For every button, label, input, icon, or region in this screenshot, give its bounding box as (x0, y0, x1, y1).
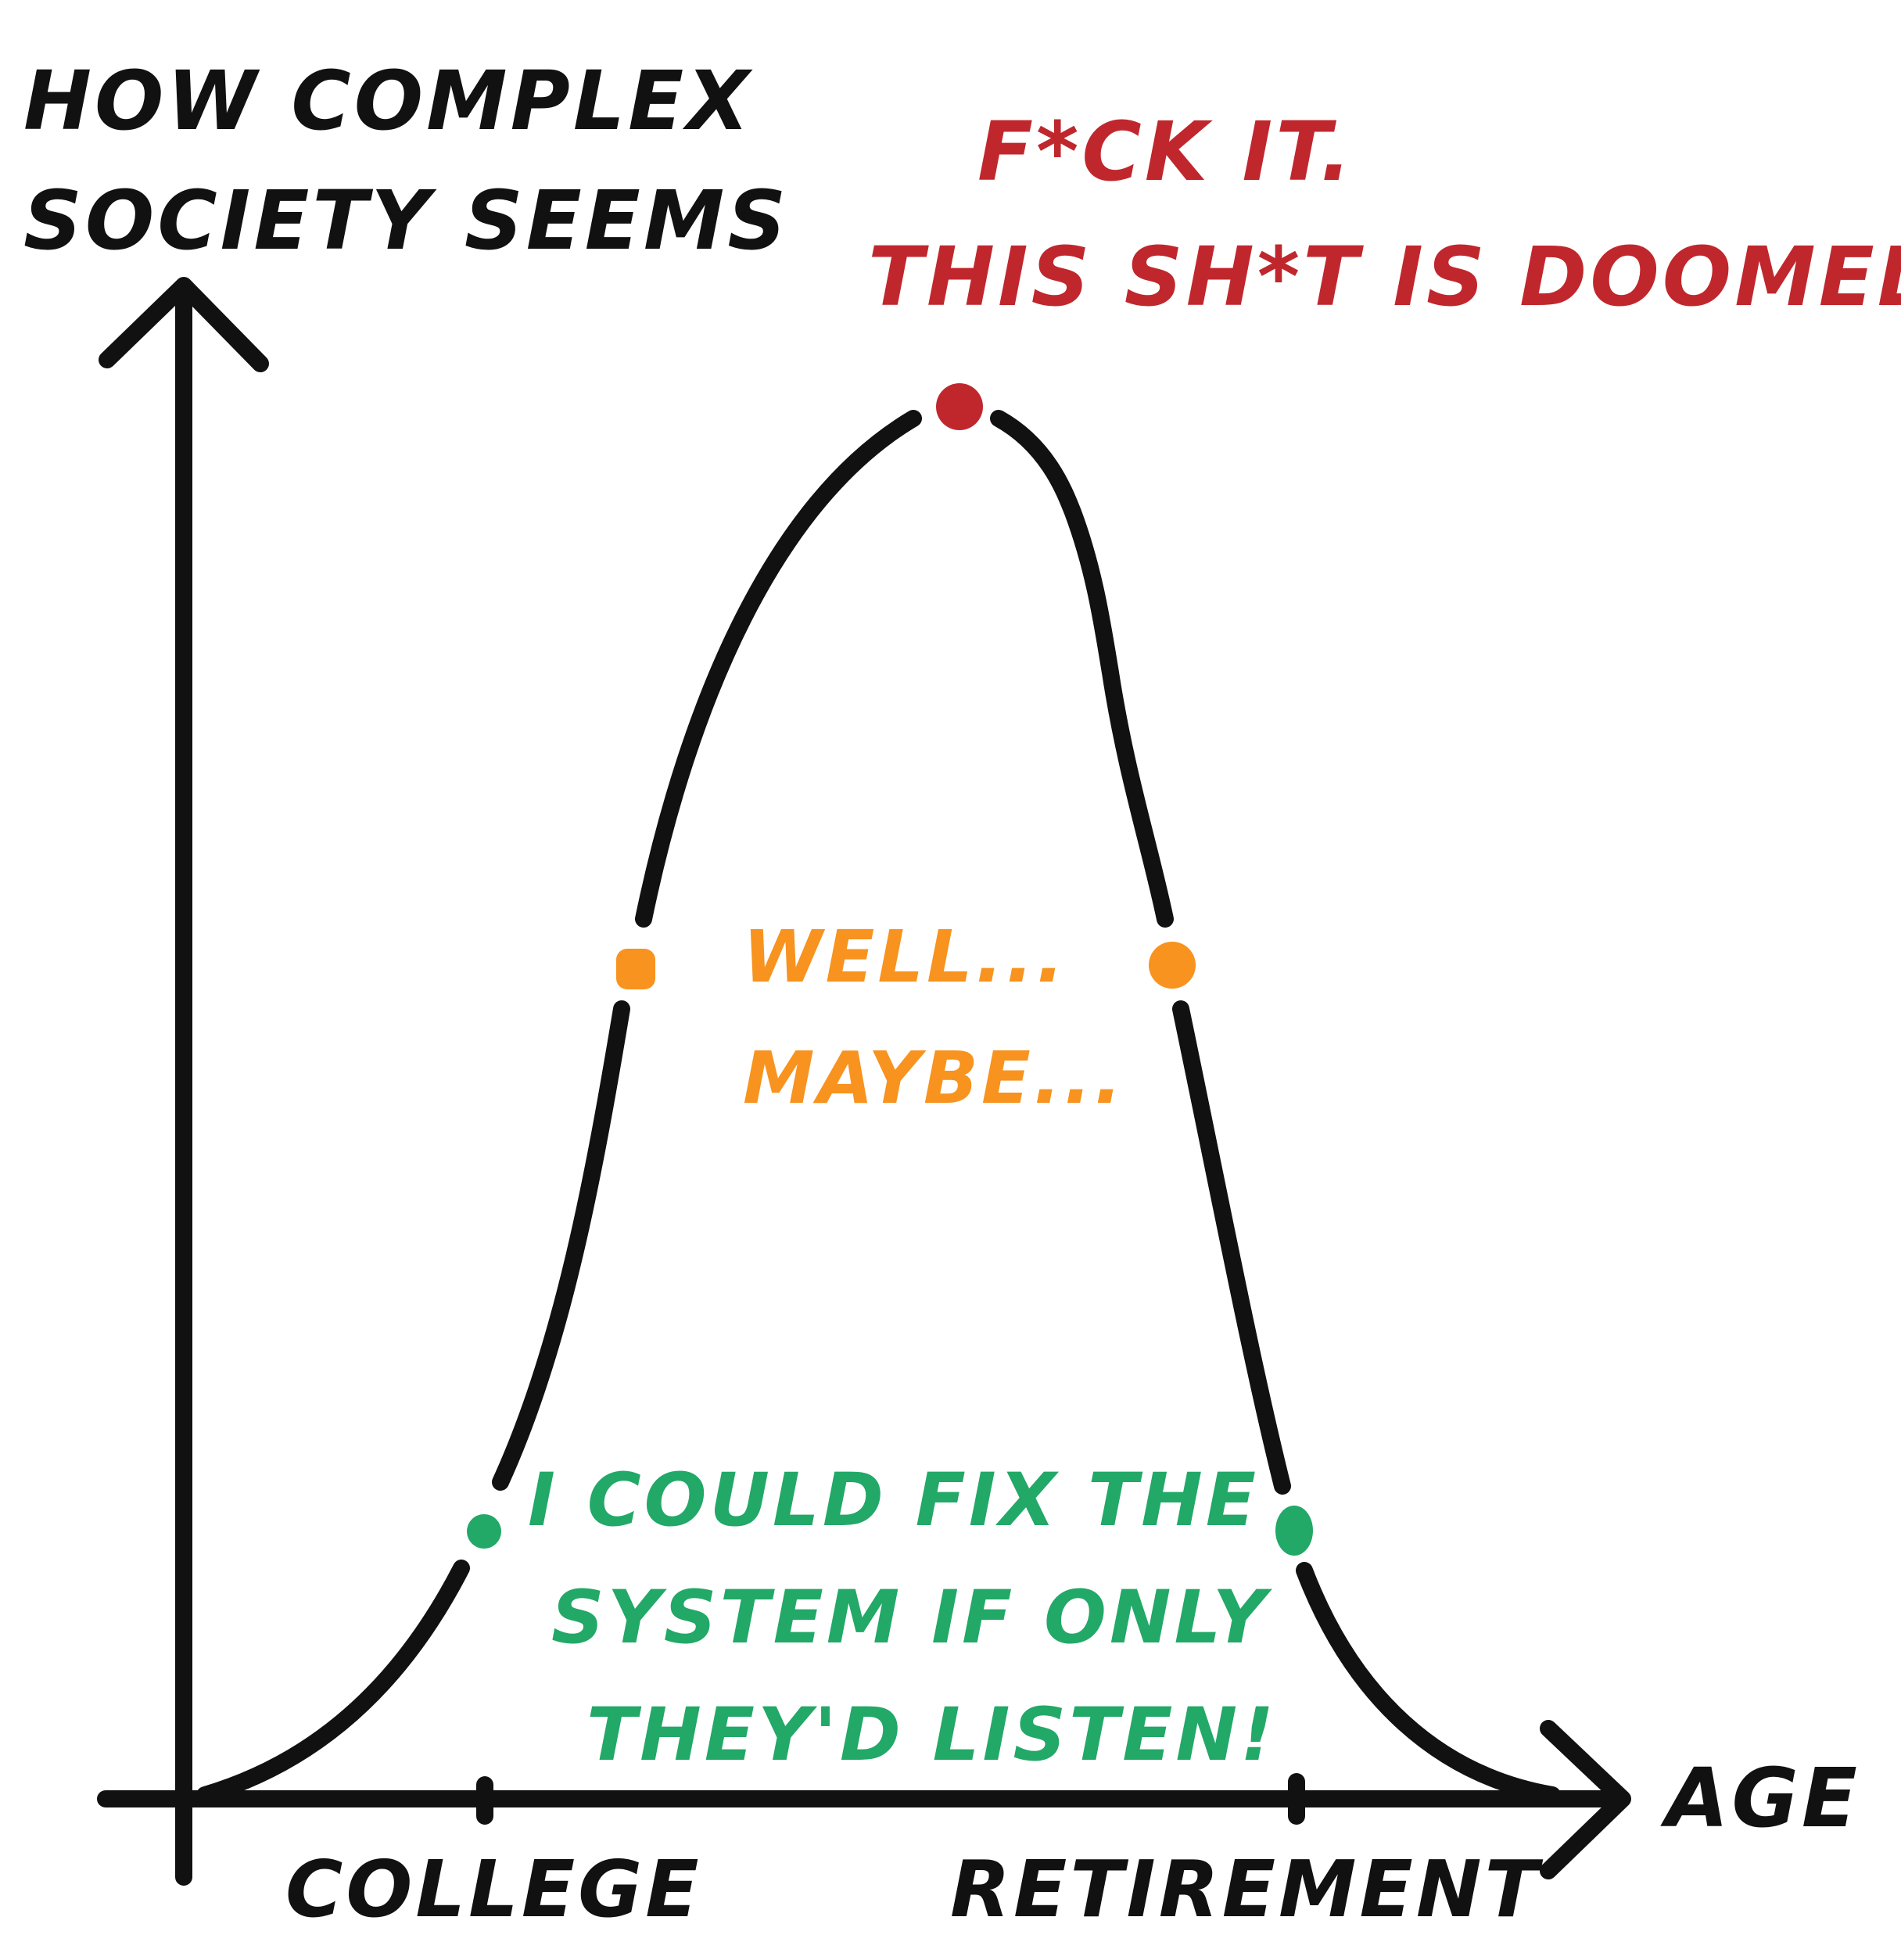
annotation-bottom-line-2: SYSTEM IF ONLY (551, 1575, 1273, 1660)
annotation-top: F*CK IT. THIS SH*T IS DOOMED. (868, 104, 1901, 325)
marker-peak (936, 383, 983, 430)
annotation-middle: WELL... MAYBE... (743, 915, 1125, 1120)
annotation-middle-line-1: WELL... (743, 915, 1067, 999)
annotation-top-line-1: F*CK IT. (977, 104, 1354, 199)
curve-markers (467, 383, 1313, 1556)
annotation-middle-line-2: MAYBE... (743, 1036, 1125, 1120)
x-axis (97, 1720, 1631, 1879)
x-axis-label: AGE (1660, 1750, 1860, 1846)
annotation-bottom-line-1: I COULD FIX THE (528, 1458, 1259, 1543)
y-axis-label-line-2: SOCIETY SEEMS (23, 173, 789, 268)
marker-middle-right (1149, 942, 1196, 989)
y-axis (99, 277, 269, 1886)
tick-label-college: COLLEGE (285, 1843, 702, 1935)
tick-label-retirement: RETIREMENT (950, 1843, 1544, 1935)
y-axis-label: HOW COMPLEX SOCIETY SEEMS (23, 53, 789, 268)
marker-middle-left (616, 949, 655, 989)
annotation-bottom-line-3: THEY'D LISTEN! (586, 1693, 1277, 1778)
marker-bottom-left (467, 1514, 501, 1549)
y-axis-label-line-1: HOW COMPLEX (23, 53, 753, 149)
annotation-top-line-2: THIS SH*T IS DOOMED. (868, 229, 1901, 325)
complexity-curve (196, 410, 1561, 1804)
annotation-bottom: I COULD FIX THE SYSTEM IF ONLY THEY'D LI… (528, 1458, 1298, 1778)
marker-bottom-right (1275, 1506, 1313, 1556)
